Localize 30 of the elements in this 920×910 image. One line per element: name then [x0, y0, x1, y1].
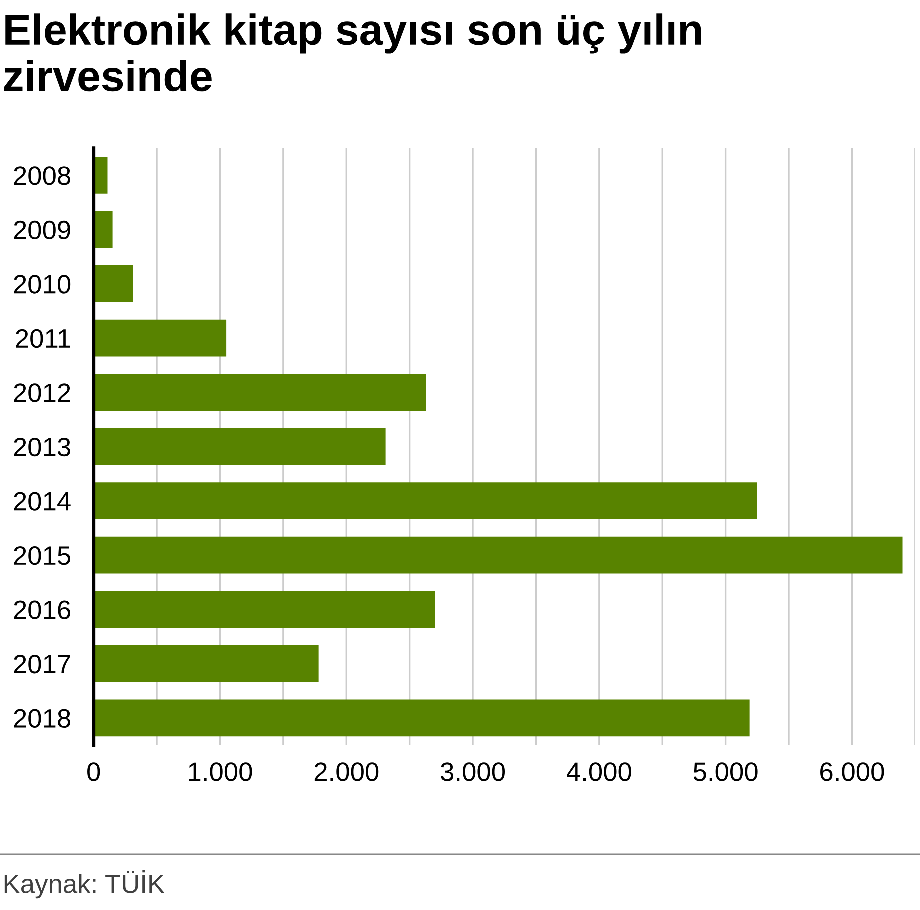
bar	[94, 266, 134, 302]
bar	[94, 374, 426, 411]
chart-title: Elektronik kitap sayısı son üç yılın zirvesinde	[4, 14, 702, 92]
bar	[94, 645, 319, 682]
x-tick-label: 1.000	[189, 762, 252, 782]
x-tick-label: 2.000	[314, 762, 379, 782]
bar	[94, 428, 386, 466]
bar	[94, 482, 758, 520]
bar	[94, 320, 227, 357]
text: Kaynak: TÜİK	[4, 870, 165, 899]
x-tick-label: 4.000	[567, 762, 632, 782]
y-tick-label: 2013	[14, 438, 70, 457]
bar	[94, 591, 436, 628]
bar	[94, 211, 113, 248]
y-tick-label: 2009	[14, 220, 70, 240]
x-tick-label: 5.000	[694, 762, 758, 782]
y-tick-label: 2008	[14, 166, 70, 186]
y-tick-label: 2017	[14, 655, 70, 674]
y-tick-label: 2010	[14, 275, 71, 294]
bar	[94, 536, 903, 574]
x-tick-label: 0	[88, 762, 100, 782]
y-tick-label: 2018	[14, 709, 70, 728]
y-tick-label: 2014	[14, 492, 71, 511]
y-tick-label: 2016	[14, 600, 70, 620]
y-tick-label: 2011	[16, 329, 70, 348]
y-tick-label: 2012	[14, 384, 70, 402]
bar	[94, 700, 750, 737]
x-tick-label: 3.000	[441, 762, 506, 782]
y-tick-label: 2015	[14, 546, 71, 566]
x-tick-label: 6.000	[820, 762, 884, 782]
